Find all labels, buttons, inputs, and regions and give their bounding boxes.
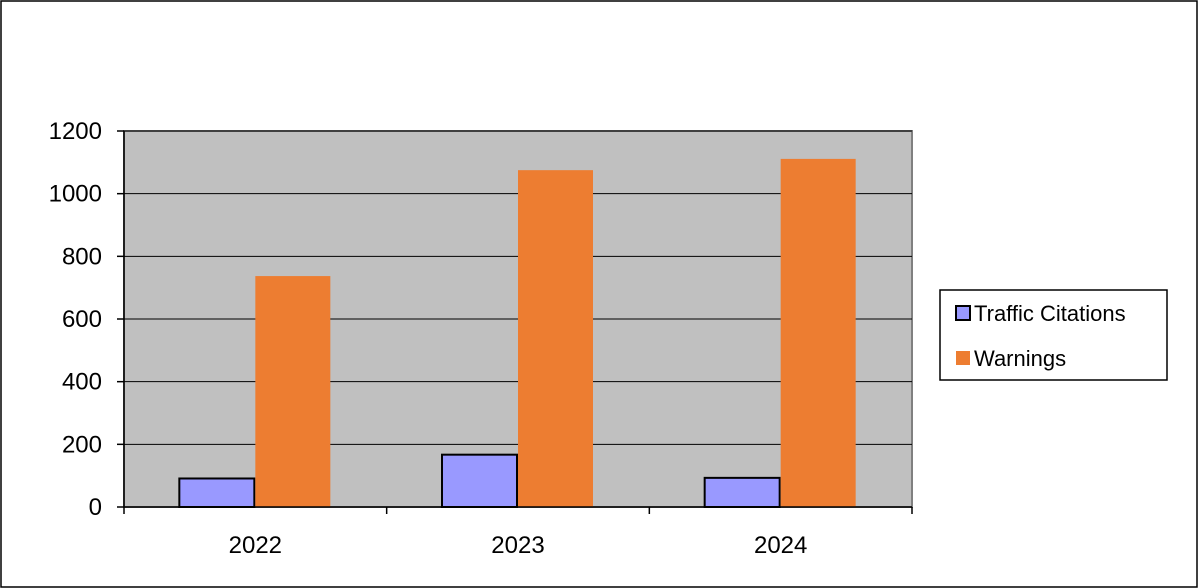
- legend-swatch: [956, 351, 970, 365]
- legend-swatch: [955, 305, 971, 321]
- bars: [178, 158, 856, 509]
- x-axis-ticks: 2022 2023 2024: [123, 507, 913, 559]
- y-tick-label: 0: [89, 494, 102, 521]
- y-axis-ticks: 0 200 400 600 800 1000 1200: [49, 118, 124, 521]
- y-tick-label: 1000: [49, 181, 102, 208]
- x-tick-label: 2024: [754, 532, 807, 559]
- legend-label: Warnings: [974, 346, 1066, 371]
- bar-traffic-citations-2024: [703, 476, 781, 508]
- y-tick-label: 200: [62, 431, 102, 458]
- y-tick-label: 1200: [49, 118, 102, 145]
- bar-traffic-citations-2023: [441, 453, 518, 509]
- x-tick-label: 2023: [491, 532, 544, 559]
- bar-warnings-2022: [255, 276, 331, 507]
- legend: Traffic Citations Warnings: [939, 289, 1168, 381]
- y-tick-label: 400: [62, 369, 102, 396]
- legend-box: [939, 289, 1168, 381]
- bar-traffic-citations-2022: [178, 477, 256, 508]
- x-tick-label: 2022: [229, 532, 282, 559]
- y-tick-label: 800: [62, 243, 102, 270]
- bar-warnings-2023: [518, 170, 593, 507]
- legend-label: Traffic Citations: [974, 301, 1126, 326]
- bar-warnings-2024: [780, 158, 856, 508]
- y-tick-label: 600: [62, 306, 102, 333]
